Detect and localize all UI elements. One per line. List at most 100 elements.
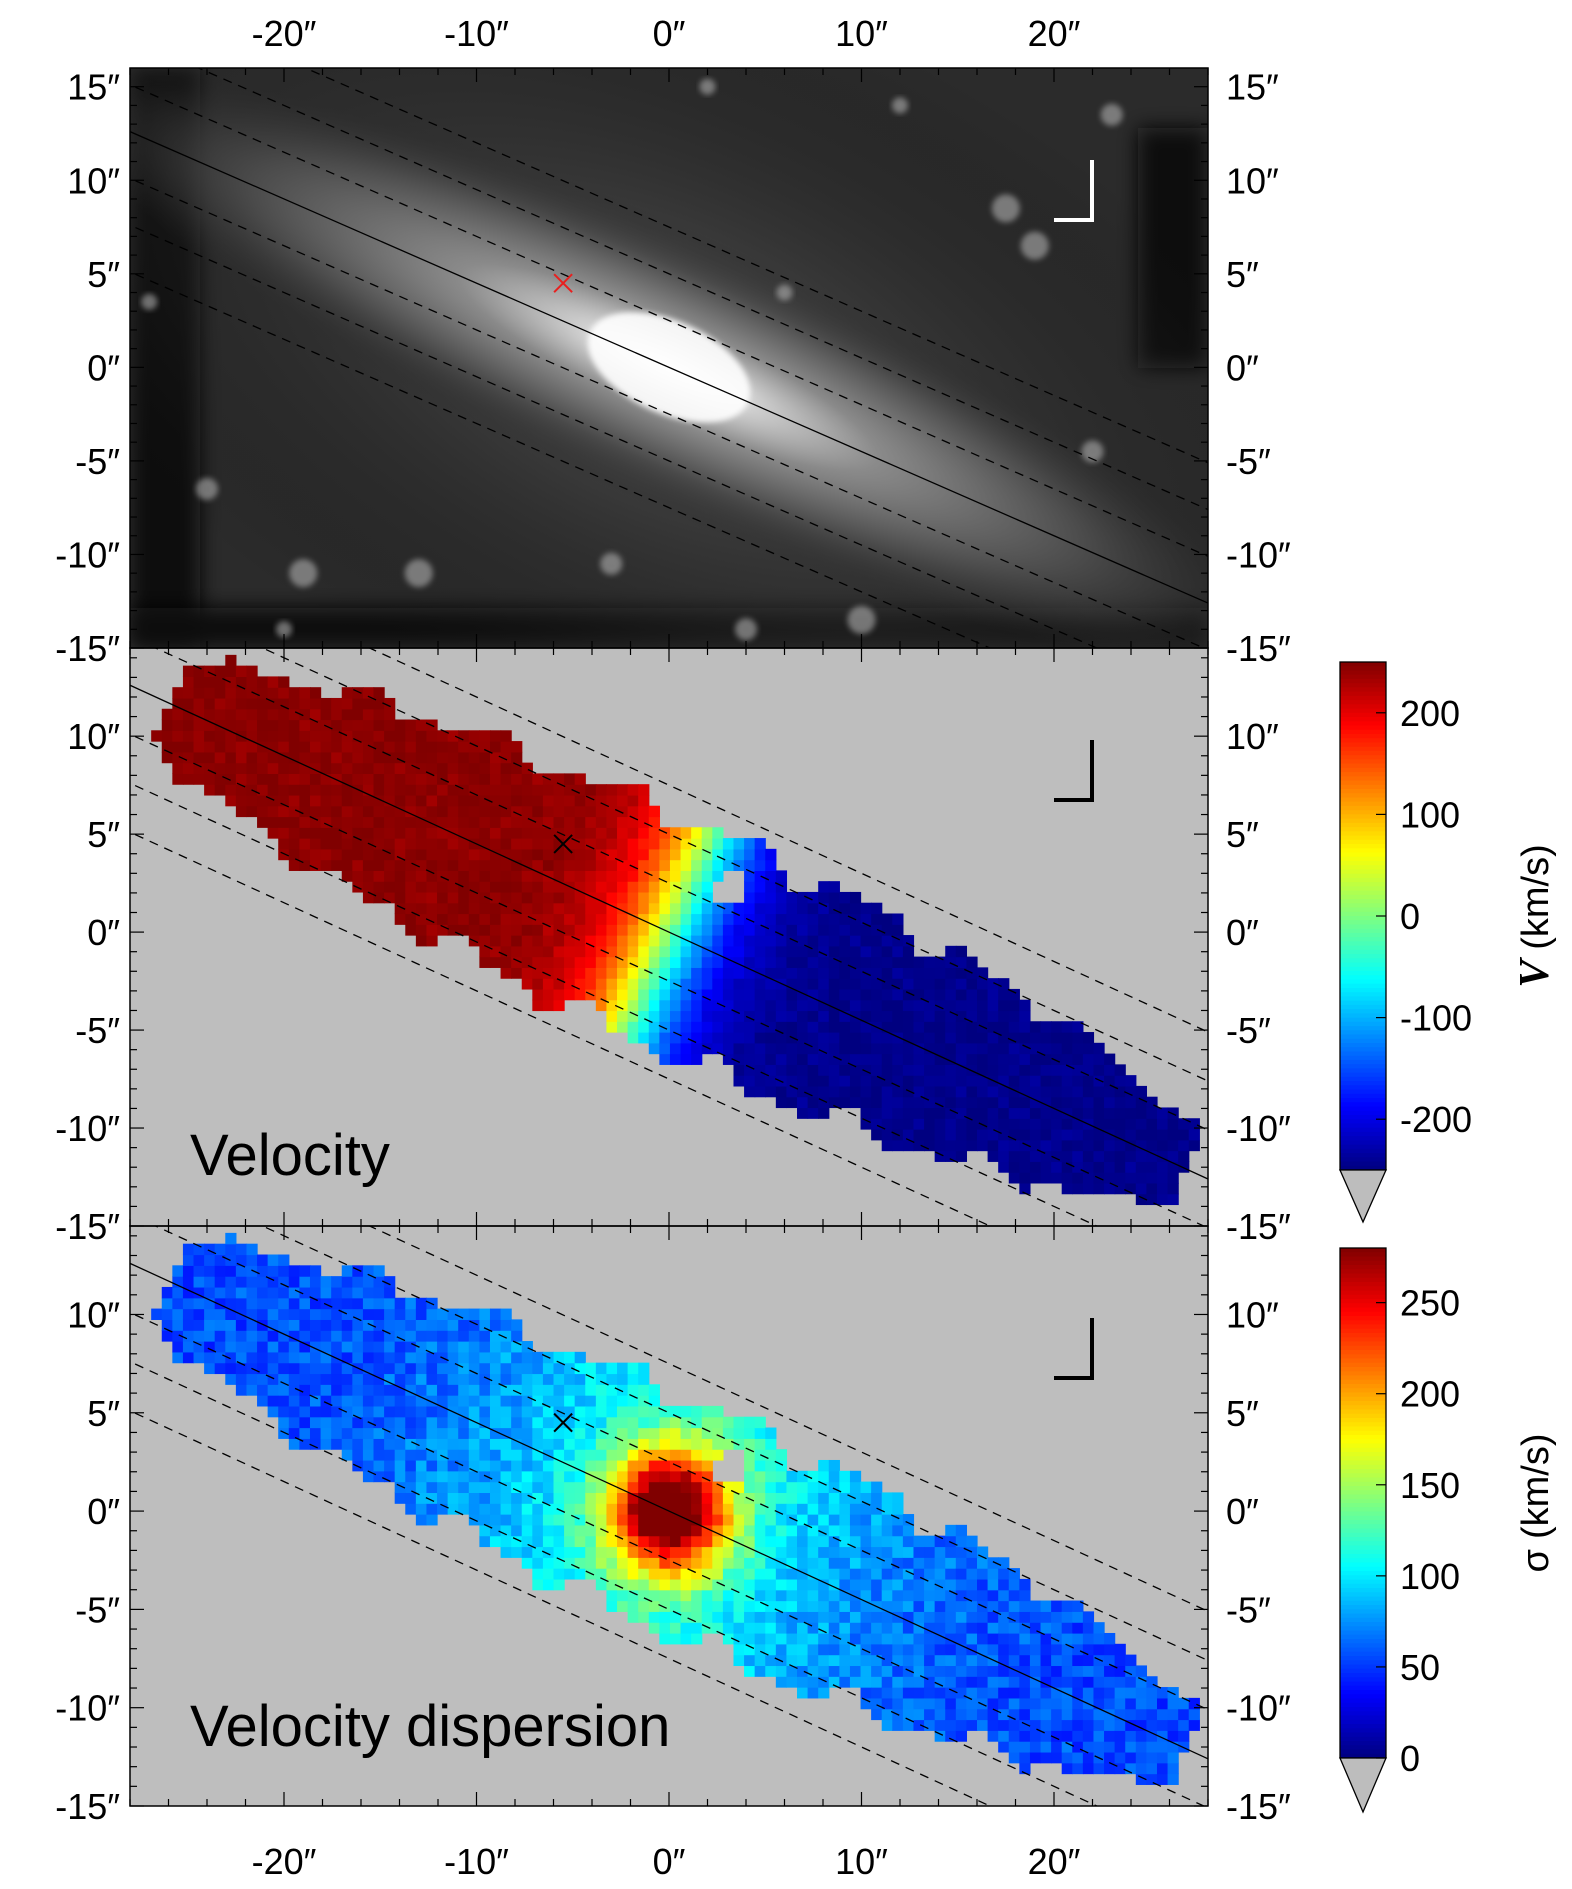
map-spaxel bbox=[299, 730, 311, 742]
map-spaxel bbox=[945, 1053, 957, 1065]
map-spaxel bbox=[1167, 1172, 1179, 1184]
map-spaxel bbox=[415, 794, 428, 807]
map-spaxel bbox=[1125, 1150, 1137, 1162]
map-spaxel bbox=[309, 1330, 322, 1342]
map-spaxel bbox=[458, 881, 470, 893]
map-spaxel bbox=[606, 1503, 618, 1515]
map-spaxel bbox=[299, 1351, 311, 1364]
map-spaxel bbox=[648, 978, 660, 990]
y-tick-label-right: 0″ bbox=[1226, 1491, 1259, 1532]
map-spaxel bbox=[998, 1697, 1010, 1710]
map-spaxel bbox=[1072, 1075, 1084, 1087]
map-spaxel bbox=[945, 1676, 957, 1688]
map-spaxel bbox=[542, 1362, 555, 1375]
map-spaxel bbox=[214, 687, 226, 699]
y-tick-label-left: 10″ bbox=[67, 716, 120, 757]
map-spaxel bbox=[595, 1535, 608, 1548]
map-spaxel bbox=[606, 1568, 618, 1580]
map-spaxel bbox=[542, 924, 555, 936]
map-spaxel bbox=[521, 1405, 533, 1418]
map-spaxel bbox=[892, 1042, 904, 1055]
map-spaxel bbox=[1156, 1107, 1169, 1119]
map-spaxel bbox=[193, 741, 205, 753]
map-spaxel bbox=[1072, 1150, 1084, 1162]
map-spaxel bbox=[669, 924, 682, 936]
map-spaxel bbox=[521, 848, 533, 861]
y-tick-label-left: -5″ bbox=[75, 1010, 120, 1051]
map-spaxel bbox=[1082, 1042, 1095, 1055]
map-spaxel bbox=[1040, 1751, 1052, 1764]
map-spaxel bbox=[669, 827, 682, 839]
map-spaxel bbox=[733, 1438, 745, 1450]
compass-indicator bbox=[1054, 740, 1094, 802]
map-spaxel bbox=[341, 827, 353, 839]
colorbar-segment bbox=[1340, 772, 1386, 777]
map-spaxel bbox=[362, 1351, 375, 1364]
map-spaxel bbox=[617, 1470, 629, 1483]
map-spaxel bbox=[881, 1546, 893, 1558]
map-spaxel bbox=[849, 902, 862, 915]
map-spaxel bbox=[839, 1557, 851, 1569]
map-spaxel bbox=[214, 1308, 226, 1320]
map-spaxel bbox=[595, 891, 608, 904]
map-spaxel bbox=[701, 827, 713, 839]
map-spaxel bbox=[468, 1362, 480, 1375]
map-spaxel bbox=[701, 1010, 713, 1022]
map-spaxel bbox=[1167, 1697, 1179, 1710]
colorbar-segment bbox=[1340, 1021, 1386, 1027]
x-tick-label: 20″ bbox=[1028, 13, 1081, 54]
map-spaxel bbox=[331, 1276, 343, 1288]
map-spaxel bbox=[1167, 1762, 1179, 1775]
map-spaxel bbox=[426, 881, 438, 893]
map-spaxel bbox=[998, 1096, 1010, 1109]
map-spaxel bbox=[574, 1535, 586, 1548]
map-spaxel bbox=[331, 730, 343, 742]
map-spaxel bbox=[500, 1438, 512, 1450]
map-spaxel bbox=[246, 1297, 258, 1310]
map-spaxel bbox=[468, 794, 480, 807]
map-spaxel bbox=[1082, 1150, 1095, 1162]
map-spaxel bbox=[574, 1481, 586, 1494]
map-spaxel bbox=[500, 762, 512, 774]
map-spaxel bbox=[860, 1589, 872, 1602]
major-axis-line bbox=[130, 1262, 1208, 1760]
map-spaxel bbox=[638, 1395, 650, 1407]
map-spaxel bbox=[849, 1085, 862, 1098]
map-spaxel bbox=[489, 838, 502, 850]
map-spaxel bbox=[669, 988, 682, 1001]
map-spaxel bbox=[722, 1557, 735, 1569]
map-spaxel bbox=[754, 1085, 766, 1098]
map-spaxel bbox=[1093, 1150, 1105, 1162]
map-spaxel bbox=[998, 1654, 1010, 1667]
map-spaxel bbox=[669, 848, 682, 861]
map-spaxel bbox=[754, 1514, 766, 1526]
map-spaxel bbox=[955, 956, 968, 968]
map-spaxel bbox=[479, 741, 491, 753]
map-spaxel bbox=[1146, 1676, 1158, 1688]
map-spaxel bbox=[204, 1308, 216, 1320]
map-spaxel bbox=[775, 1622, 788, 1634]
map-spaxel bbox=[913, 956, 925, 968]
map-spaxel bbox=[807, 1665, 819, 1677]
colorbar-segment bbox=[1340, 1745, 1386, 1751]
map-spaxel bbox=[987, 1096, 999, 1109]
map-spaxel bbox=[871, 1514, 883, 1526]
colorbar-segment bbox=[1340, 894, 1386, 900]
map-spaxel bbox=[765, 1042, 777, 1055]
colorbar-segment bbox=[1340, 1345, 1386, 1351]
map-spaxel bbox=[1029, 1053, 1042, 1065]
map-spaxel bbox=[1093, 1182, 1105, 1195]
map-spaxel bbox=[818, 1042, 830, 1055]
map-spaxel bbox=[934, 1150, 946, 1162]
map-spaxel bbox=[500, 967, 512, 979]
map-spaxel bbox=[797, 1503, 809, 1515]
colorbar-segment bbox=[1340, 1051, 1386, 1057]
map-spaxel bbox=[511, 1330, 523, 1342]
colorbar-segment bbox=[1340, 1273, 1386, 1279]
map-spaxel bbox=[775, 1589, 788, 1602]
offset-line bbox=[130, 224, 1099, 648]
map-spaxel bbox=[574, 1459, 586, 1472]
colorbar-segment bbox=[1340, 1719, 1386, 1725]
map-spaxel bbox=[818, 1622, 830, 1634]
map-spaxel bbox=[479, 1351, 491, 1364]
